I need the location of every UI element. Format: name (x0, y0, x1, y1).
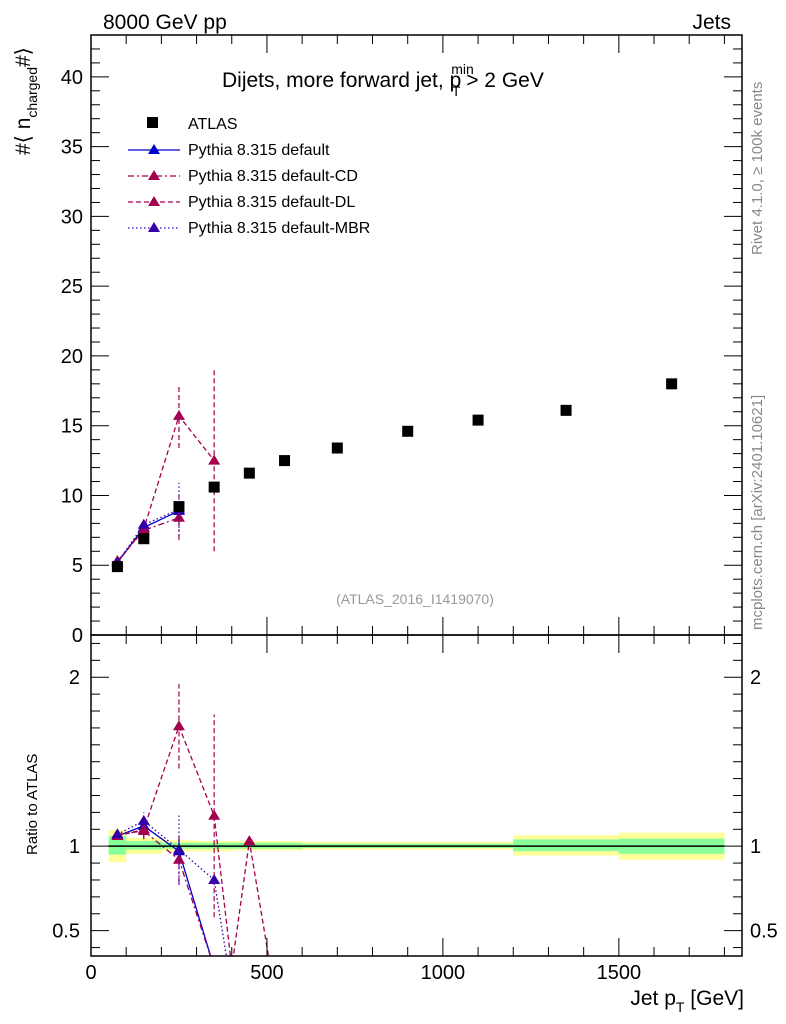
x-axis-label: Jet pT [GeV] (630, 987, 744, 1015)
band-green-6 (513, 839, 619, 852)
ratio-tick-label-left-0: 0.5 (52, 921, 80, 943)
atlas-point-7 (402, 425, 414, 437)
series-2-point-3 (208, 454, 221, 465)
ratio-tick-label-right-2: 2 (750, 667, 761, 689)
legend-marker-atlas (147, 117, 158, 128)
ratio-line-1 (117, 830, 211, 956)
header-right: Jets (692, 11, 731, 34)
mcplots-label: mcplots.cern.ch [arXiv:2401.10621] (749, 395, 766, 630)
atlas-point-6 (331, 442, 343, 454)
series-line-2 (116, 414, 215, 563)
x-tick-label-3: 1500 (597, 962, 642, 984)
band-green-1 (126, 841, 162, 850)
atlas-point-4 (243, 467, 255, 479)
ratio-frame (90, 634, 743, 957)
atlas-point-0 (111, 561, 123, 573)
ratio-3-point-3 (208, 873, 221, 884)
ratio-2-point-5 (243, 835, 256, 846)
y-tick-label-1: 5 (72, 555, 83, 577)
ratio-3-point-2 (172, 843, 185, 854)
series-3-point-1 (137, 518, 150, 529)
atlas-point-5 (279, 455, 291, 467)
legend-marker-mbr (148, 222, 160, 232)
rivet-label: Rivet 4.1.0, ≥ 100k events (749, 82, 766, 255)
ratio-y-axis-label: Ratio to ATLAS (24, 754, 41, 855)
ratio-tick-label-right-0: 0.5 (750, 921, 778, 943)
legend-label-atlas: ATLAS (188, 116, 238, 133)
x-tick-label-1: 500 (250, 962, 283, 984)
ratio-tick-label-right-1: 1 (750, 836, 761, 858)
series-line-1 (116, 517, 180, 562)
series-1-point-2 (172, 511, 185, 522)
atlas-point-2 (173, 501, 185, 513)
ratio-line-0 (117, 825, 212, 956)
legend-marker-dl (148, 196, 160, 206)
legend-label-cd: Pythia 8.315 default-CD (188, 168, 358, 185)
header-left: 8000 GeV pp (103, 11, 227, 34)
legend-label-default: Pythia 8.315 default (188, 142, 330, 159)
ratio-3-point-0 (111, 828, 124, 839)
y-tick-label-3: 15 (61, 416, 83, 438)
y-tick-label-2: 10 (61, 485, 83, 507)
legend: ATLAS Pythia 8.315 default Pythia 8.315 … (128, 116, 370, 237)
y-tick-label-0: 0 (72, 625, 83, 647)
y-tick-label-8: 40 (61, 67, 83, 89)
y-axis-label: #⟨ ncharged#⟩ (12, 47, 40, 155)
x-tick-label-2: 1000 (421, 962, 466, 984)
analysis-watermark: (ATLAS_2016_I1419070) (336, 591, 494, 607)
y-tick-label-5: 25 (61, 276, 83, 298)
ratio-3-point-1 (137, 814, 150, 825)
legend-marker-default (148, 144, 160, 154)
ratio-2-point-2 (172, 720, 185, 731)
legend-label-dl: Pythia 8.315 default-DL (188, 194, 355, 211)
y-tick-label-6: 30 (61, 206, 83, 228)
ratio-2-point-3 (208, 809, 221, 820)
atlas-point-8 (472, 414, 484, 426)
legend-label-mbr: Pythia 8.315 default-MBR (188, 220, 370, 237)
y-tick-label-4: 20 (61, 346, 83, 368)
atlas-point-1 (138, 533, 150, 545)
series-2-point-2 (172, 409, 185, 420)
atlas-point-3 (208, 481, 220, 493)
ratio-tick-label-left-1: 1 (69, 836, 80, 858)
atlas-point-10 (666, 378, 678, 390)
ratio-tick-label-left-2: 2 (69, 667, 80, 689)
y-tick-label-7: 35 (61, 137, 83, 159)
legend-marker-cd (148, 170, 160, 180)
band-green-0 (108, 836, 127, 855)
atlas-point-9 (560, 404, 572, 416)
chart-title: Dijets, more forward jet, pmin T > 2 GeV (222, 61, 544, 99)
x-tick-label-0: 0 (85, 962, 96, 984)
ratio-1-point-2 (172, 853, 185, 864)
